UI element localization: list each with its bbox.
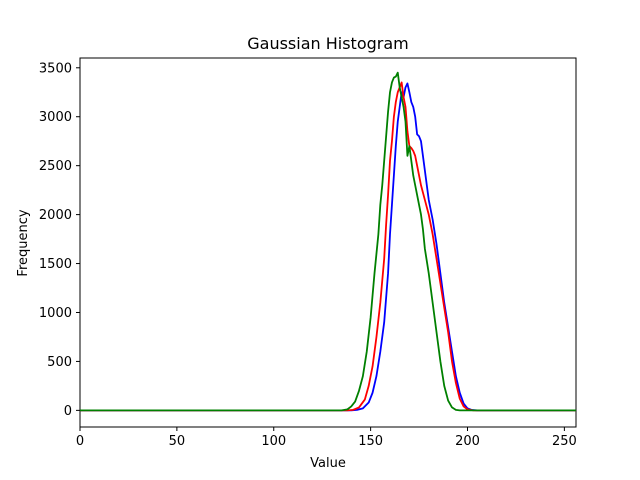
plot-area-frame [79, 57, 577, 428]
x-axis-ticks: 0 50 100 150 200 250 [76, 427, 577, 449]
x-tick-label: 200 [455, 434, 480, 449]
series-layer [80, 71, 576, 412]
x-tick-label: 0 [76, 434, 84, 449]
y-axis-label: Frequency [16, 209, 31, 276]
series-line-1 [80, 81, 576, 412]
x-tick-label: 100 [261, 434, 286, 449]
x-tick-label: 250 [552, 434, 577, 449]
y-tick-label: 500 [47, 355, 72, 370]
y-tick-label: 1000 [39, 306, 72, 321]
x-tick-label: 50 [169, 434, 186, 449]
series-line-0 [80, 82, 576, 412]
y-tick-label: 0 [64, 404, 72, 419]
y-tick-label: 2000 [39, 208, 72, 223]
y-tick-label: 2500 [39, 159, 72, 174]
chart-title: Gaussian Histogram [247, 34, 409, 53]
y-tick-label: 1500 [39, 257, 72, 272]
x-tick-label: 150 [358, 434, 383, 449]
y-axis-ticks: 0 500 1000 1500 2000 2500 3000 3500 [39, 61, 80, 419]
y-tick-label: 3000 [39, 110, 72, 125]
y-tick-label: 3500 [39, 61, 72, 76]
x-axis-label: Value [310, 456, 346, 471]
series-line-2 [80, 71, 576, 412]
